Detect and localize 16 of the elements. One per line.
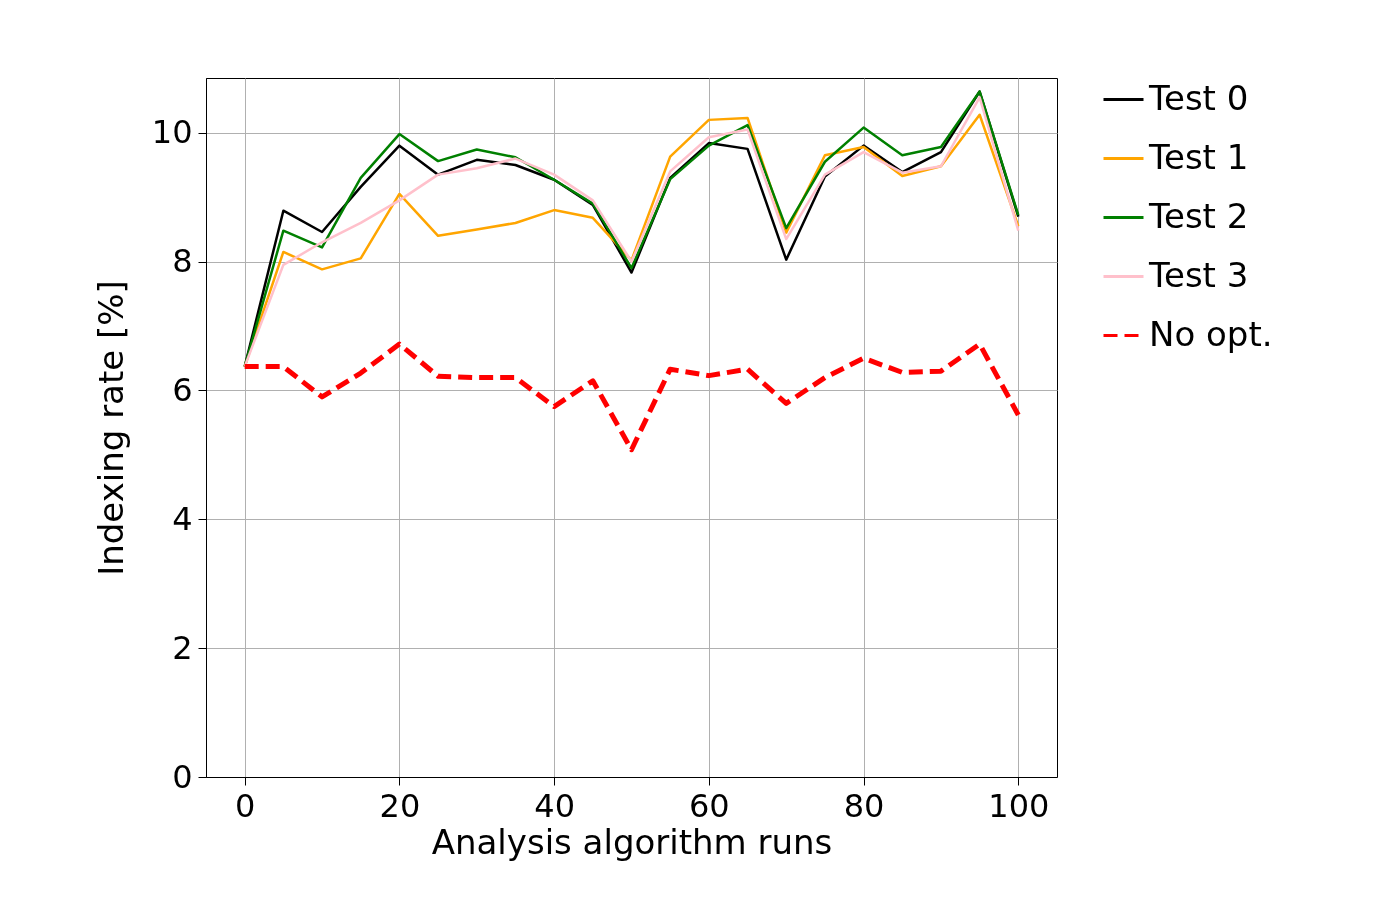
legend-label: No opt. <box>1149 313 1273 354</box>
y-tick-label: 0 <box>172 757 193 796</box>
x-tick-label: 0 <box>235 786 256 825</box>
legend-label: Test 1 <box>1148 136 1249 177</box>
x-tick-label: 20 <box>379 786 421 825</box>
y-tick-label: 2 <box>172 628 193 667</box>
x-tick-label: 100 <box>988 786 1050 825</box>
x-tick-label: 80 <box>843 786 885 825</box>
y-axis-title: Indexing rate [%] <box>90 280 131 576</box>
legend-label: Test 0 <box>1148 77 1249 118</box>
y-tick-label: 4 <box>172 499 193 538</box>
y-tick-label: 8 <box>172 242 193 281</box>
y-tick-label: 6 <box>172 370 193 409</box>
legend-label: Test 2 <box>1148 195 1249 236</box>
legend-label: Test 3 <box>1148 254 1249 295</box>
y-tick-label: 10 <box>151 113 193 152</box>
